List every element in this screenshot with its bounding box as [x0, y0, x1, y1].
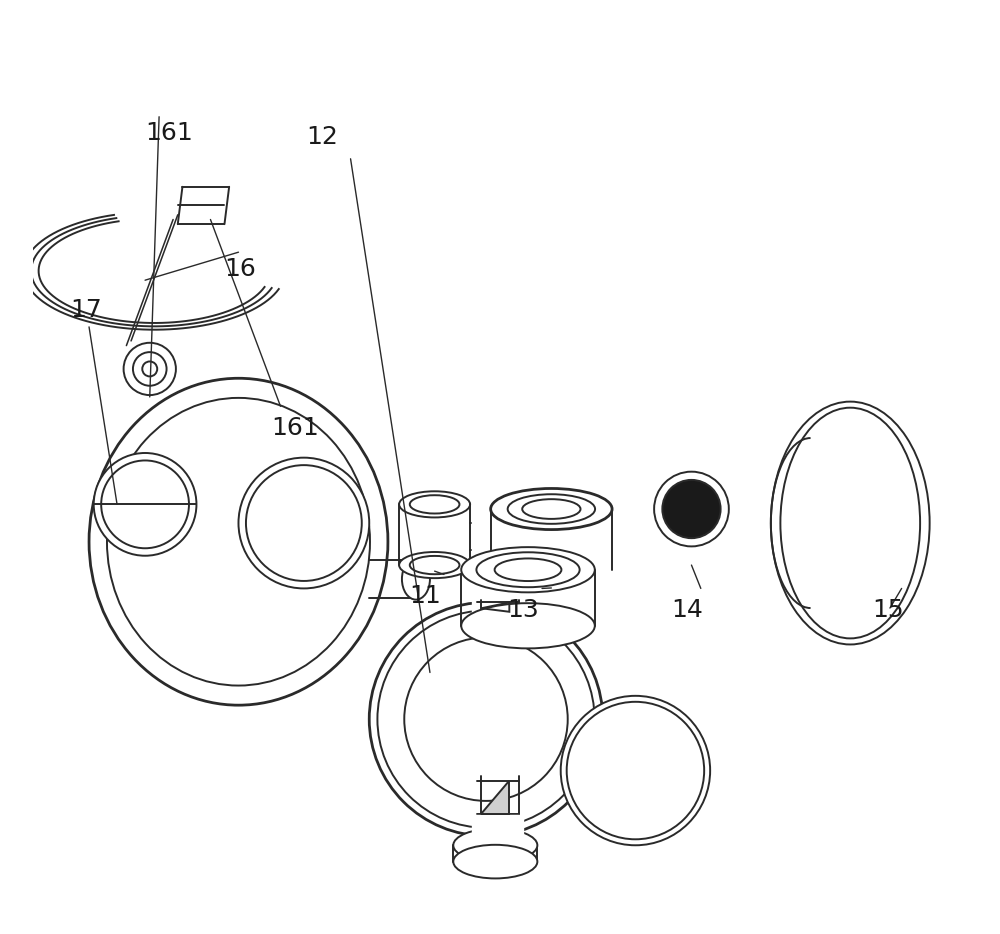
Text: 15: 15	[872, 598, 903, 622]
Circle shape	[561, 696, 710, 845]
Circle shape	[133, 352, 167, 386]
Circle shape	[94, 453, 196, 556]
Ellipse shape	[461, 547, 595, 592]
Circle shape	[124, 343, 176, 395]
Circle shape	[404, 637, 568, 800]
Ellipse shape	[495, 559, 561, 581]
Ellipse shape	[399, 552, 470, 578]
Polygon shape	[481, 781, 509, 814]
Ellipse shape	[491, 488, 612, 530]
Circle shape	[662, 480, 721, 538]
Ellipse shape	[461, 603, 595, 648]
Ellipse shape	[399, 491, 470, 517]
Ellipse shape	[453, 828, 537, 862]
Circle shape	[377, 611, 595, 828]
Text: 13: 13	[507, 598, 539, 622]
Text: 11: 11	[409, 584, 441, 608]
Ellipse shape	[522, 499, 581, 519]
Ellipse shape	[771, 402, 930, 644]
Ellipse shape	[780, 407, 920, 639]
Ellipse shape	[402, 559, 430, 600]
Text: 161: 161	[271, 416, 319, 440]
Ellipse shape	[508, 494, 595, 524]
Ellipse shape	[107, 398, 370, 686]
Circle shape	[238, 458, 369, 588]
Ellipse shape	[410, 495, 459, 514]
Text: 14: 14	[671, 598, 703, 622]
Circle shape	[654, 472, 729, 546]
Circle shape	[369, 602, 603, 836]
Text: 17: 17	[70, 298, 102, 322]
Ellipse shape	[89, 378, 388, 705]
Ellipse shape	[453, 844, 537, 878]
Ellipse shape	[410, 556, 459, 574]
Text: 161: 161	[145, 121, 193, 146]
Circle shape	[142, 361, 157, 376]
Ellipse shape	[476, 552, 580, 587]
Text: 12: 12	[307, 125, 338, 149]
Circle shape	[567, 701, 704, 840]
Circle shape	[101, 460, 189, 548]
Circle shape	[246, 465, 362, 581]
Text: 16: 16	[224, 257, 256, 281]
